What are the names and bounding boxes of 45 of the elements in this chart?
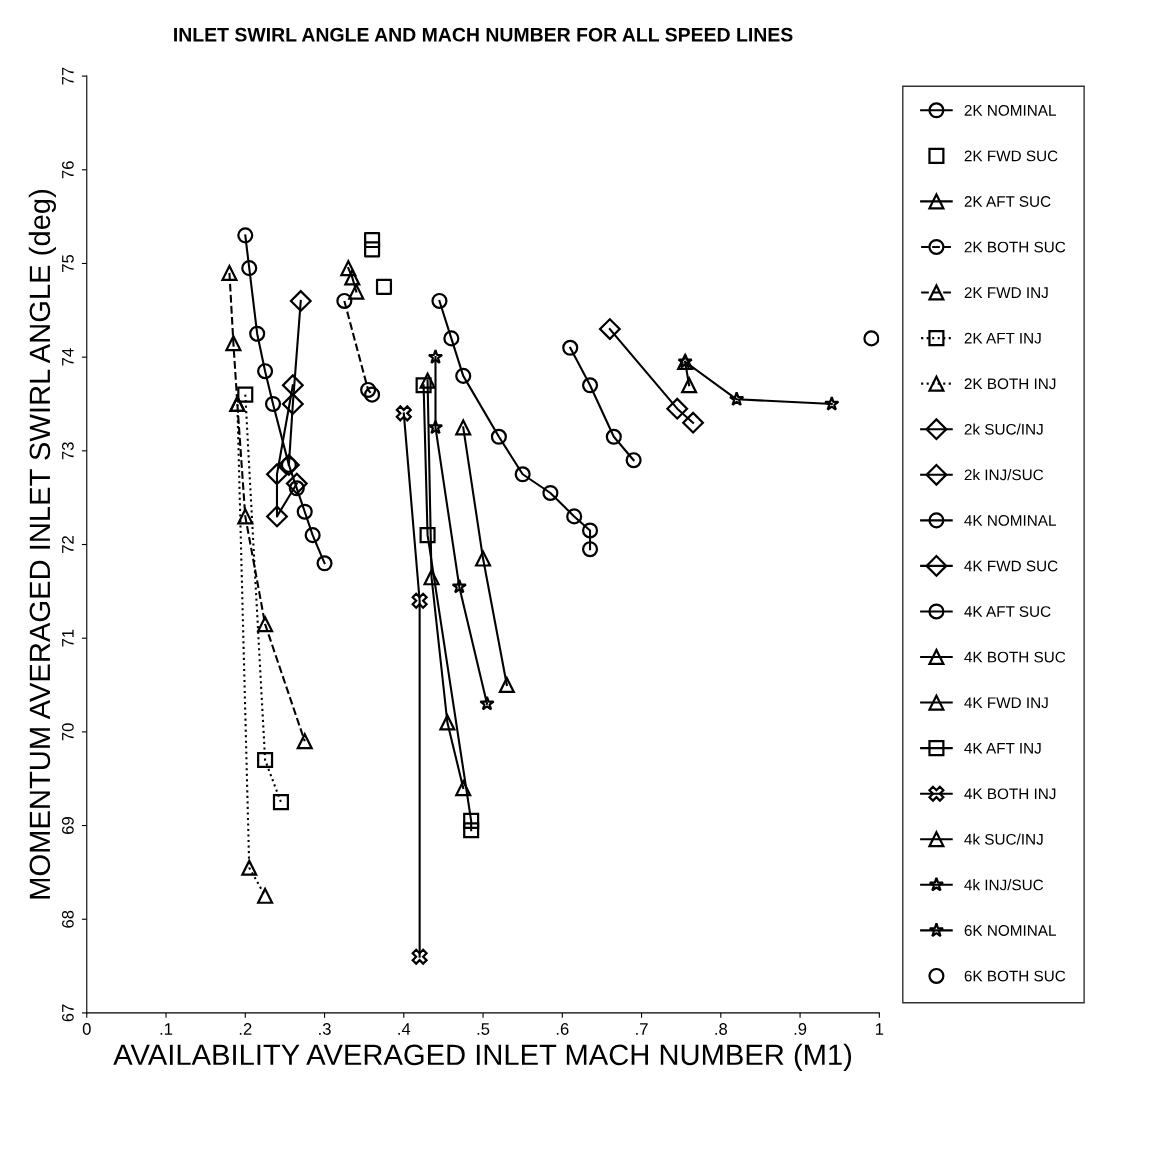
x-tick-label: 0 bbox=[82, 1023, 91, 1035]
x-tick-label: .3 bbox=[319, 1023, 331, 1035]
legend-label: 4K AFT SUC bbox=[964, 606, 1051, 617]
legend-label: 6K BOTH SUC bbox=[964, 970, 1066, 982]
legend-label: 4K NOMINAL bbox=[964, 515, 1056, 526]
legend-label: 6K NOMINAL bbox=[964, 925, 1056, 936]
y-tick-label: 69 bbox=[61, 817, 74, 834]
y-tick-label: 67 bbox=[61, 1004, 74, 1022]
x-tick-label: .8 bbox=[715, 1023, 728, 1035]
legend-label: 2k INJ/SUC bbox=[964, 469, 1044, 481]
chart-title: INLET SWIRL ANGLE AND MACH NUMBER FOR ALL SPEED LINES bbox=[174, 27, 793, 42]
legend-label: 2K NOMINAL bbox=[964, 104, 1056, 116]
legend-label: 4k SUC/INJ bbox=[964, 833, 1043, 845]
legend-label: 2K AFT INJ bbox=[964, 332, 1041, 344]
y-axis-title: MOMENTUM AVERAGED INLET SWIRL ANGLE (deg) bbox=[28, 190, 56, 899]
x-tick-label: .6 bbox=[556, 1023, 569, 1035]
legend-label: 2K FWD SUC bbox=[964, 150, 1058, 162]
x-tick-label: .1 bbox=[160, 1023, 173, 1035]
x-tick-label: .7 bbox=[636, 1023, 648, 1035]
legend-label: 4K BOTH INJ bbox=[964, 788, 1056, 800]
y-tick-label: 71 bbox=[62, 629, 74, 647]
legend-label: 4K FWD SUC bbox=[964, 560, 1058, 572]
legend-label: 2K BOTH SUC bbox=[964, 241, 1066, 253]
legend-label: 2K FWD INJ bbox=[964, 287, 1048, 299]
y-tick-label: 73 bbox=[61, 442, 74, 460]
x-axis-title: AVAILABILITY AVERAGED INLET MACH NUMBER (M1) bbox=[113, 1043, 852, 1071]
legend-label: 2K AFT SUC bbox=[964, 196, 1051, 207]
y-tick-label: 72 bbox=[61, 536, 74, 553]
y-tick-label: 70 bbox=[61, 723, 74, 741]
y-tick-label: 68 bbox=[61, 910, 74, 928]
y-tick-label: 75 bbox=[62, 254, 74, 272]
x-tick-label: .9 bbox=[794, 1023, 807, 1035]
legend-label: 4K AFT INJ bbox=[964, 742, 1041, 754]
legend-label: 2K BOTH INJ bbox=[964, 378, 1056, 390]
legend-label: 4K BOTH SUC bbox=[964, 651, 1066, 663]
x-tick-label: .4 bbox=[398, 1023, 411, 1035]
x-tick-label: .2 bbox=[239, 1023, 252, 1035]
y-tick-label: 74 bbox=[62, 348, 74, 366]
x-tick-label: 1 bbox=[875, 1023, 884, 1035]
legend-label: 4k INJ/SUC bbox=[964, 879, 1044, 891]
y-tick-label: 76 bbox=[61, 161, 74, 179]
x-tick-label: .5 bbox=[477, 1023, 490, 1035]
y-tick-label: 77 bbox=[62, 67, 74, 85]
legend-label: 4K FWD INJ bbox=[964, 697, 1048, 709]
legend-label: 2k SUC/INJ bbox=[964, 423, 1043, 435]
